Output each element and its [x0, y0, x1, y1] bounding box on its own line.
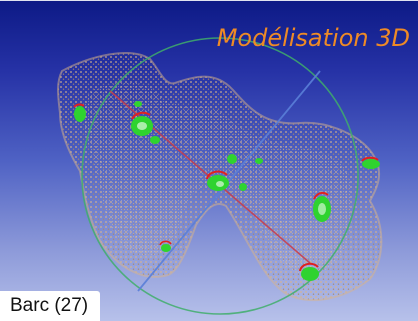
target-marker [131, 111, 153, 136]
target-marker [227, 154, 237, 164]
axis-blue [137, 70, 321, 292]
target-marker [255, 158, 263, 164]
target-marker [73, 103, 86, 122]
target-marker [159, 240, 172, 252]
target-marker [150, 136, 160, 144]
target-marker [134, 101, 142, 107]
target-marker [206, 170, 229, 191]
target-marker [313, 191, 331, 222]
target-marker [361, 156, 380, 169]
viewer-title: Modélisation 3D [216, 24, 410, 52]
model-caption: Barc (27) [0, 291, 101, 321]
target-marker [299, 262, 319, 281]
bounding-sphere-ring [81, 37, 359, 315]
target-marker [239, 183, 247, 191]
